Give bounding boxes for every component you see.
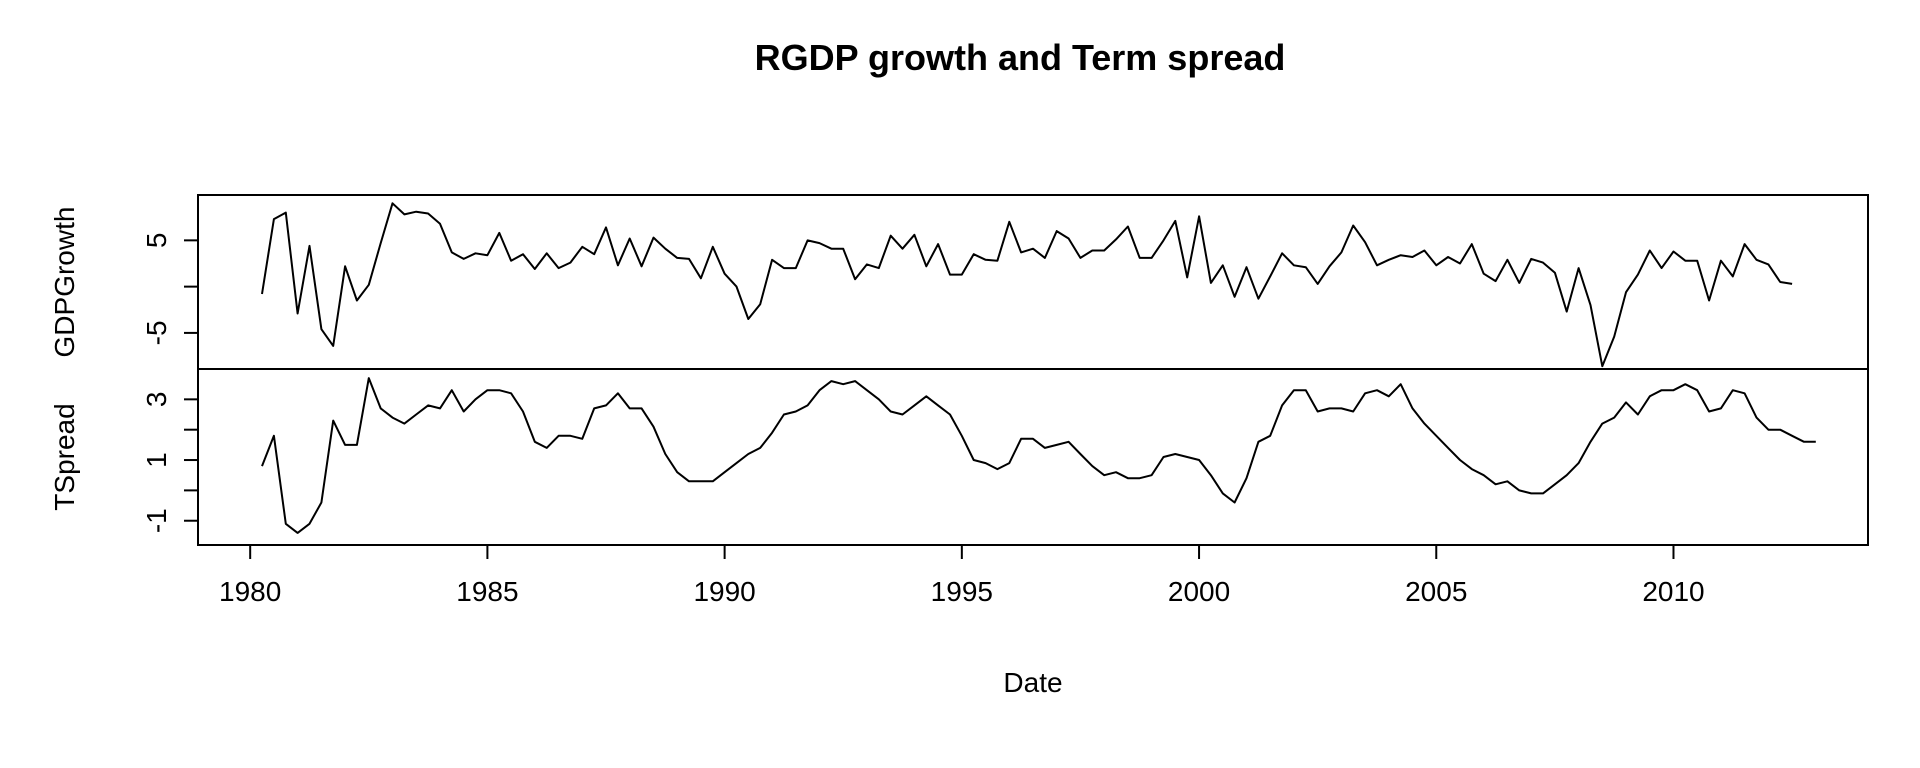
x-tick-label: 1985 [456, 576, 518, 607]
y-axis-label-tspread: TSpread [49, 403, 80, 510]
y-tick-label: -1 [141, 508, 172, 533]
x-axis-label: Date [1003, 667, 1062, 698]
y-tick-label: 3 [141, 392, 172, 408]
y-axis-tspread: -1 1 3 [141, 392, 198, 533]
series-line-gdpgrowth [261, 202, 1793, 368]
x-axis: 1980 1985 1990 1995 2000 2005 2010 [219, 544, 1705, 607]
y-tick-label: 1 [141, 452, 172, 468]
y-axis-label-gdpgrowth: GDPGrowth [49, 207, 80, 358]
x-tick-label: 1980 [219, 576, 281, 607]
y-tick-label: -5 [141, 320, 172, 345]
series-line-tspread [261, 377, 1816, 534]
panel-gdpgrowth: -5 5 GDPGrowth [49, 202, 1793, 368]
chart-title: RGDP growth and Term spread [755, 37, 1286, 78]
x-tick-label: 2005 [1405, 576, 1467, 607]
x-tick-label: 1995 [931, 576, 993, 607]
panel-tspread: -1 1 3 TSpread [49, 377, 1816, 534]
y-tick-label: 5 [141, 233, 172, 249]
x-tick-label: 2000 [1168, 576, 1230, 607]
y-axis-gdpgrowth: -5 5 [141, 233, 198, 345]
x-tick-label: 1990 [693, 576, 755, 607]
x-tick-label: 2010 [1642, 576, 1704, 607]
